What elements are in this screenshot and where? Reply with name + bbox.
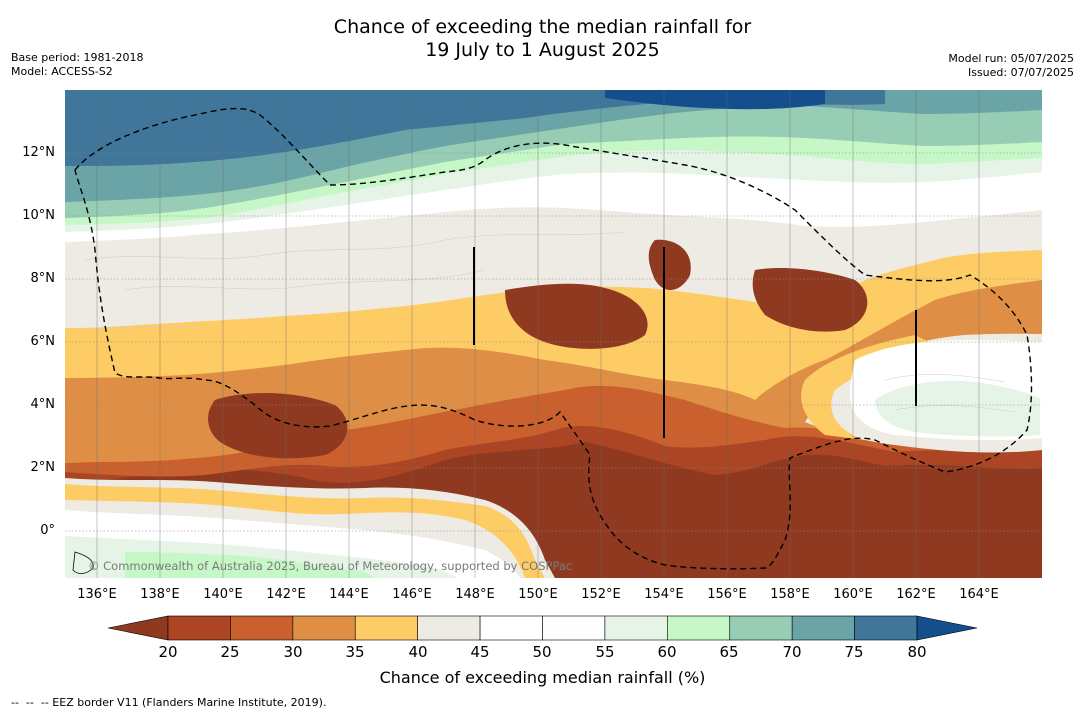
copyright-credit: © Commonwealth of Australia 2025, Bureau…	[88, 559, 573, 573]
colorbar-tick-50: 50	[532, 643, 552, 661]
contour-lines	[84, 231, 1016, 413]
lon-label-146e: 146°E	[392, 587, 432, 602]
band-85	[605, 90, 825, 110]
patch-20-b	[752, 268, 868, 332]
band-south-40	[65, 484, 545, 578]
colorbar-extend-max	[916, 615, 978, 641]
colorbar-tick-20: 20	[158, 643, 178, 661]
eez-legend: -- -- -- EEZ border V11 (Flanders Marine…	[11, 696, 327, 709]
colorbar-segment	[729, 615, 793, 641]
lat-label-12n: 12°N	[22, 145, 55, 160]
colorbar-segment	[479, 615, 543, 641]
colorbar-tick-35: 35	[345, 643, 365, 661]
lon-label-142e: 142°E	[266, 587, 306, 602]
colorbar-tick-60: 60	[657, 643, 677, 661]
map-canvas	[65, 90, 1042, 578]
lon-label-162e: 162°E	[896, 587, 936, 602]
patch-35-a	[345, 378, 384, 397]
lon-label-150e: 150°E	[518, 587, 558, 602]
colorbar-segment	[604, 615, 668, 641]
lon-label-158e: 158°E	[770, 587, 810, 602]
lon-label-148e: 148°E	[455, 587, 495, 602]
lon-label-156e: 156°E	[707, 587, 747, 602]
colorbar-tick-45: 45	[470, 643, 490, 661]
patch-20-d	[648, 239, 691, 290]
colorbar-tick-70: 70	[782, 643, 802, 661]
meta-left: Base period: 1981-2018 Model: ACCESS-S2	[11, 51, 143, 79]
colorbar-segment	[167, 615, 231, 641]
model-run-text: Model run: 05/07/2025	[948, 52, 1074, 65]
coastline-sw	[72, 551, 94, 574]
chart-title-line-1: Chance of exceeding the median rainfall …	[333, 16, 752, 38]
lon-label-152e: 152°E	[581, 587, 621, 602]
patch-35-b	[625, 354, 654, 372]
lat-label-8n: 8°N	[30, 271, 56, 286]
colorbar-tick-25: 25	[220, 643, 240, 661]
colorbar-segment	[417, 615, 481, 641]
colorbar-segment	[854, 615, 918, 641]
band-south-65	[125, 552, 375, 578]
meta-right: Model run: 05/07/2025 Issued: 07/07/2025	[948, 52, 1074, 80]
lat-label-10n: 10°N	[22, 208, 55, 223]
patch-20-a	[505, 283, 648, 349]
colorbar-tick-75: 75	[844, 643, 864, 661]
colorbar-tick-65: 65	[719, 643, 739, 661]
model-text: Model: ACCESS-S2	[11, 65, 113, 78]
patch-20-c	[208, 393, 348, 459]
colorbar-segment	[542, 615, 606, 641]
issued-text: Issued: 07/07/2025	[967, 66, 1074, 79]
colorbar-extend-min	[107, 615, 169, 641]
colorbar-tick-55: 55	[595, 643, 615, 661]
colorbar-segment	[667, 615, 731, 641]
lon-label-154e: 154°E	[644, 587, 684, 602]
colorbar-segment	[354, 615, 418, 641]
lat-label-2n: 2°N	[30, 460, 56, 475]
colorbar-tick-30: 30	[283, 643, 303, 661]
colorbar-tick-80: 80	[907, 643, 927, 661]
base-period-text: Base period: 1981-2018	[11, 51, 144, 64]
colorbar-label: Chance of exceeding median rainfall (%)	[379, 668, 706, 687]
island-markers	[473, 247, 917, 438]
lat-label-6n: 6°N	[30, 334, 56, 349]
lon-label-136e: 136°E	[77, 587, 117, 602]
lat-label-4n: 4°N	[30, 397, 56, 412]
band-80	[65, 90, 885, 166]
colorbar-segment	[230, 615, 294, 641]
colorbar-segment	[292, 615, 356, 641]
colorbar-segment	[791, 615, 855, 641]
band-east-40	[801, 335, 935, 440]
lon-label-140e: 140°E	[203, 587, 243, 602]
lon-label-160e: 160°E	[833, 587, 873, 602]
lon-label-164e: 164°E	[959, 587, 999, 602]
colorbar-tick-40: 40	[408, 643, 428, 661]
lon-label-144e: 144°E	[329, 587, 369, 602]
lon-label-138e: 138°E	[140, 587, 180, 602]
chart-title-line-2: 19 July to 1 August 2025	[425, 39, 660, 61]
colorbar	[107, 615, 978, 641]
lat-label-0: 0°	[40, 523, 55, 538]
rainfall-probability-map	[65, 90, 1042, 578]
